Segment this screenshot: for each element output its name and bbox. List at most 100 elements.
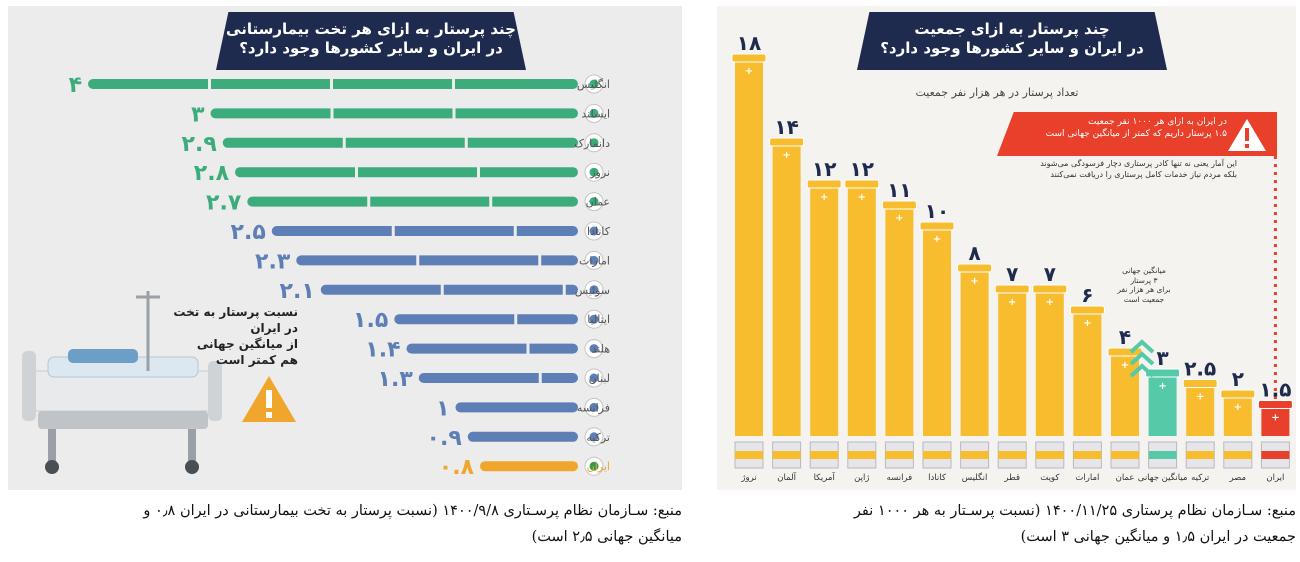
left-chart-title: چند پرستار به ازای هر تخت بیمارستانی در …: [216, 12, 526, 70]
flag-center: [589, 167, 599, 177]
bar: [810, 184, 839, 436]
bar-segment-gap: [514, 313, 518, 326]
bar: [923, 226, 951, 436]
value-label: ۲.۱: [280, 279, 315, 304]
category-label: امارات: [579, 254, 610, 267]
left-caption-line1: منبع: سـازمان نظام پرسـتاری ۱۴۰۰/۹/۸ (نس…: [143, 503, 682, 519]
bar-plus-mark: +: [1234, 402, 1242, 413]
category-label: عمان: [586, 196, 610, 209]
bar: [455, 402, 578, 413]
flag-stripe: [1111, 451, 1139, 459]
bar-cap: [844, 179, 880, 189]
value-label: ۱۰: [925, 199, 949, 223]
value-label: ۱۲: [850, 157, 874, 181]
bar-segment-gap: [526, 342, 530, 355]
left-bar-chart: ۴ انگلیس ۳ ایسلند ۲.۹ دانمارک ۲.۸ نروژ ۲.۷ عمان ۲.…: [69, 73, 611, 480]
category-label: انگلیس: [962, 472, 988, 483]
flag-center: [589, 108, 599, 118]
category-label: نروژ: [589, 166, 610, 179]
bar-segment-gap: [538, 372, 542, 384]
flag-stripe: [1035, 451, 1064, 459]
bar-cap: [1257, 400, 1293, 409]
value-label: ۲.۵: [231, 220, 266, 245]
flag-center: [589, 79, 599, 89]
bar-plus-mark: +: [1121, 360, 1129, 371]
flag-center: [589, 138, 599, 148]
bed-note-line: در ایران: [250, 321, 298, 335]
flag-center: [589, 285, 599, 295]
note-text: این آمار یعنی نه تنها کادر پرستاری دچار …: [987, 158, 1237, 180]
category-label: آمریکا: [814, 471, 836, 483]
alert-text: در ایران به ازای هر ۱۰۰۰ نفر جمعیت ۱.۵ پ…: [1017, 116, 1227, 140]
note-line: بلکه مردم نیاز خدمات کامل پرستاری را دری…: [1050, 170, 1237, 179]
flag-center: [589, 344, 599, 354]
bar-cap: [881, 200, 917, 210]
value-label: ۷: [1006, 262, 1018, 286]
category-label: انگلیس: [577, 78, 610, 91]
avg-note-line: جمعیت است: [1123, 294, 1165, 304]
right-bar-chart: +۱۸ نروژ +۱۴ آلمان +۱۲ آمریکا +۱۲ ژاپن +۱۱ فرانسه…: [731, 31, 1293, 483]
right-chart-title: چند پرستار به ازای جمعیت در ایران و سایر…: [857, 12, 1167, 70]
chevron-up-icon: [1129, 339, 1155, 378]
flag-stripe: [772, 451, 801, 459]
bar-cap: [1069, 305, 1105, 315]
left-title-line1: چند پرستار به ازای هر تخت بیمارستانی: [226, 20, 516, 38]
bar: [247, 196, 578, 207]
bar: [222, 137, 578, 148]
category-label: میانگین جهانی: [1138, 472, 1188, 483]
bar: [418, 373, 578, 383]
value-label: ۲.۳: [255, 249, 291, 274]
bar-segment-gap: [391, 225, 395, 237]
value-label: ۱۸: [737, 31, 761, 55]
bar-cap: [769, 137, 805, 147]
category-label: ژاپن: [854, 473, 869, 483]
bar: [235, 167, 578, 178]
bar: [296, 255, 578, 266]
value-label: ۱: [436, 396, 449, 421]
category-label: کانادا: [587, 225, 611, 238]
value-label: ۴: [69, 73, 82, 98]
bed-note-line: از میانگین جهانی: [196, 337, 298, 351]
bar: [480, 461, 578, 472]
value-label: ۱۲: [812, 157, 836, 181]
category-label: ترکیه: [1191, 473, 1210, 483]
left-caption-line2: میانگین جهانی ۲٫۵ است): [531, 529, 682, 545]
flag-center: [589, 461, 599, 471]
bar-cap: [731, 53, 767, 63]
bar-cap: [957, 263, 993, 273]
bar-segment-gap: [330, 107, 334, 120]
flag-center: [589, 314, 599, 324]
bar-plus-mark: +: [1008, 297, 1016, 308]
bar-plus-mark: +: [1158, 381, 1166, 392]
bar-segment-gap: [440, 283, 444, 296]
bar-cap: [1182, 379, 1218, 388]
bar: [1073, 310, 1102, 436]
bar-segment-gap: [538, 254, 542, 267]
value-label: ۱۴: [774, 115, 798, 139]
bar-plus-mark: +: [745, 66, 753, 77]
bar-plus-mark: +: [782, 150, 790, 161]
value-label: ۱۱: [887, 178, 911, 202]
bar: [847, 184, 876, 436]
right-title-line2: در ایران و سایر کشورها وجود دارد؟: [880, 38, 1144, 57]
bar-cap: [1220, 389, 1256, 399]
bar: [1261, 404, 1290, 436]
left-title-line2: در ایران و سایر کشورها وجود دارد؟: [239, 38, 503, 57]
world-average-note: میانگین جهانی ۳ پرستار برای هر هزار نفر …: [1109, 266, 1179, 304]
category-label: سوئیس: [575, 284, 610, 297]
bar: [960, 268, 989, 436]
bed-note: نسبت پرستار به تخت در ایران از میانگین ج…: [158, 304, 298, 368]
right-caption-line2: جمعیت در ایران ۱٫۵ و میانگین جهانی ۳ است…: [1020, 529, 1296, 545]
bar-plus-mark: +: [1196, 392, 1204, 403]
category-label: ایران: [587, 460, 610, 473]
value-label: ۴: [1119, 325, 1131, 349]
bar: [1035, 289, 1064, 436]
bar-segment-gap: [355, 166, 358, 179]
bar-plus-mark: +: [895, 213, 903, 224]
bar-plus-mark: +: [1083, 318, 1091, 329]
flag-center: [589, 226, 599, 236]
flag-center: [589, 197, 599, 207]
bar-segment-gap: [208, 78, 211, 90]
bed-note-line: نسبت پرستار به تخت: [173, 305, 298, 319]
flag-stripe: [847, 451, 876, 459]
